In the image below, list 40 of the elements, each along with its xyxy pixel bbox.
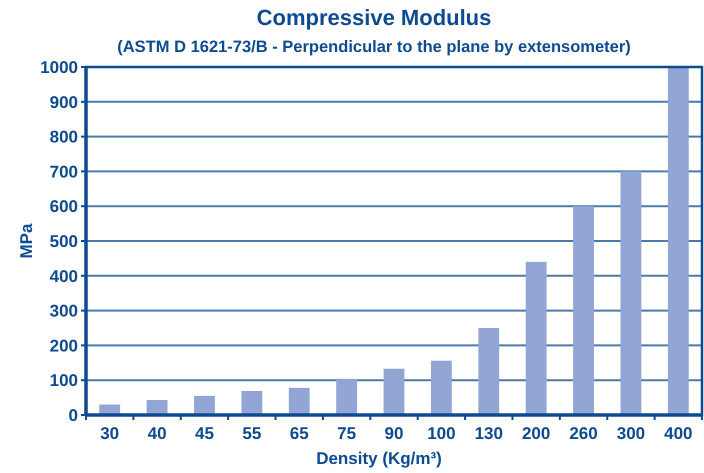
x-tick-label: 90 xyxy=(384,424,404,443)
y-tick-label: 300 xyxy=(50,302,78,321)
bar xyxy=(478,328,500,415)
x-tick-label: 260 xyxy=(569,424,598,443)
bar xyxy=(384,368,404,415)
bar xyxy=(430,360,452,415)
y-tick-label: 600 xyxy=(50,197,78,216)
chart-subtitle: (ASTM D 1621-73/B - Perpendicular to the plane by extensometer) xyxy=(117,38,631,56)
y-tick-label: 1000 xyxy=(40,58,78,77)
y-axis-title: MPa xyxy=(17,222,36,258)
y-tick-label: 800 xyxy=(50,128,78,147)
y-tick-label: 400 xyxy=(50,266,78,286)
y-tick-label: 700 xyxy=(50,162,78,182)
x-tick-label: 55 xyxy=(242,424,262,443)
bar xyxy=(620,171,642,415)
x-tick-label: 200 xyxy=(522,424,550,443)
x-tick-label: 300 xyxy=(616,424,646,443)
x-tick-label: 45 xyxy=(195,424,214,443)
x-tick-label: 100 xyxy=(427,424,456,443)
bar xyxy=(146,400,168,415)
bar xyxy=(336,378,358,415)
bar xyxy=(668,67,689,415)
x-tick-label: 40 xyxy=(148,424,167,443)
x-axis-title: Density (Kg/m³) xyxy=(316,449,442,468)
bar xyxy=(241,390,262,415)
bar xyxy=(288,388,310,415)
x-tick-label: 30 xyxy=(100,424,120,443)
y-tick-label: 500 xyxy=(50,232,78,251)
chart-title: Compressive Modulus xyxy=(256,5,492,30)
bar xyxy=(573,206,594,415)
x-tick-label: 65 xyxy=(290,424,309,443)
y-tick-label: 900 xyxy=(50,92,78,112)
x-tick-label: 75 xyxy=(337,424,356,443)
y-tick-label: 0 xyxy=(68,406,78,425)
bar xyxy=(526,262,547,415)
x-tick-label: 130 xyxy=(474,424,503,443)
bar xyxy=(194,396,215,415)
x-tick-label: 400 xyxy=(664,424,692,443)
y-tick-label: 100 xyxy=(50,371,78,390)
y-tick-label: 200 xyxy=(50,336,78,356)
